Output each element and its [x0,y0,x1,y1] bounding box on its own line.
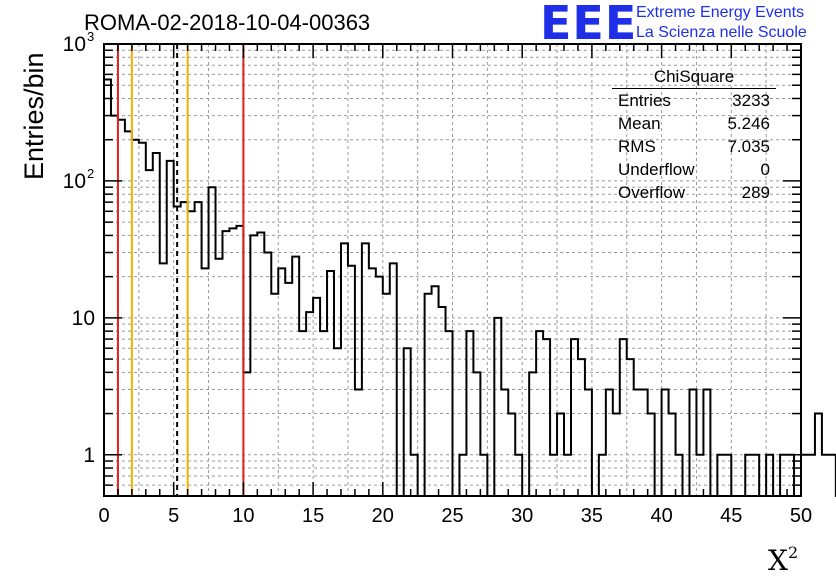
x-tick-label: 30 [511,505,533,527]
stats-value: 289 [741,183,770,202]
eee-logo-text: EEE [540,0,638,50]
x-tick-label: 25 [441,505,463,527]
stats-label: Entries [618,91,671,110]
stats-box: ChiSquare Entries 3233 Mean 5.246 RMS 7.035… [610,66,776,204]
stats-row-underflow: Underflow 0 [610,158,776,181]
y-axis-label: Entries/bin [19,52,49,180]
stats-value: 5.246 [727,114,770,133]
stats-row-mean: Mean 5.246 [610,112,776,135]
x-tick-label: 45 [720,505,742,527]
stats-value: 7.035 [727,137,770,156]
stats-title: ChiSquare [612,66,776,89]
y-tick-label-exponent: 2 [87,166,94,181]
x-axis-label: X2 [768,538,798,576]
x-axis-label-base: X [768,544,788,577]
stats-label: Underflow [618,160,695,179]
histogram-outline [103,78,836,497]
stats-row-rms: RMS 7.035 [610,135,776,158]
y-tick-label: 1 [83,444,95,467]
y-tick-label-exponent: 3 [87,29,94,44]
x-axis-label-sup: 2 [787,543,799,562]
x-tick-label: 50 [790,505,812,527]
stats-label: RMS [618,137,656,156]
x-tick-label: 20 [372,505,394,527]
x-tick-labels: 0 5 10 15 20 25 30 35 40 45 50 [98,505,812,527]
marker-lines [116,44,245,496]
logo-line-1: Extreme Energy Events [636,4,805,21]
stats-row-overflow: Overflow 289 [610,181,776,204]
x-tick-label: 10 [232,505,254,527]
x-tick-label: 5 [168,505,179,527]
y-tick-label: 10 [63,170,86,193]
stats-value: 0 [760,160,770,179]
stats-label: Overflow [618,183,686,202]
stats-label: Mean [618,114,661,133]
x-tick-label: 15 [302,505,324,527]
y-tick-label: 10 [72,307,95,330]
x-tick-label: 40 [650,505,672,527]
x-tick-label: 35 [581,505,603,527]
chart-title: ROMA-02-2018-10-04-00363 [84,10,371,35]
y-tick-label: 10 [63,33,86,56]
stats-row-entries: Entries 3233 [610,89,776,112]
stats-value: 3233 [732,91,770,110]
logo-line-2: La Scienza nelle Scuole [636,24,807,41]
x-tick-label: 0 [98,505,109,527]
axis-ticks [103,43,802,497]
